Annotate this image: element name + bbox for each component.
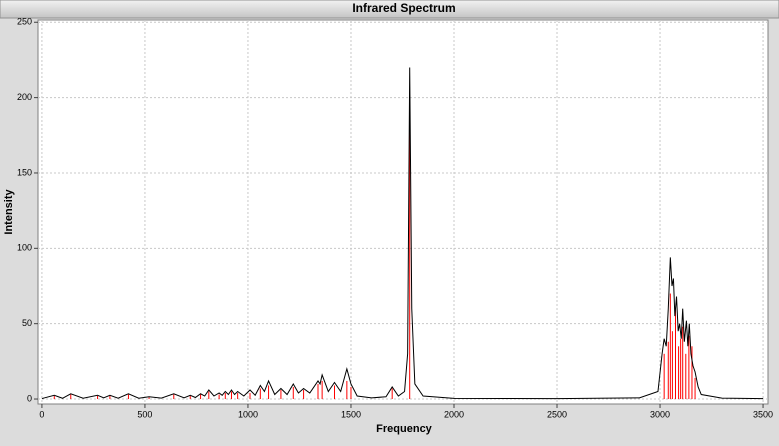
y-tick-label: 100	[17, 243, 32, 253]
x-tick-label: 0	[39, 409, 44, 419]
y-tick-label: 200	[17, 92, 32, 102]
y-tick-label: 50	[22, 318, 32, 328]
spectrum-line	[41, 67, 764, 400]
x-tick-label: 1500	[341, 409, 361, 419]
x-tick-label: 3500	[753, 409, 773, 419]
y-tick-label: 150	[17, 167, 32, 177]
plot-area	[37, 19, 769, 405]
y-tick-label: 250	[17, 17, 32, 27]
chart-title: Infrared Spectrum	[352, 1, 455, 15]
x-tick-label: 2500	[547, 409, 567, 419]
x-tick-label: 1000	[238, 409, 258, 419]
x-axis-title: Frequency	[376, 423, 433, 435]
title-bar	[0, 0, 779, 19]
x-tick-label: 500	[137, 409, 152, 419]
x-tick-label: 2000	[444, 409, 464, 419]
x-tick-label: 3000	[650, 409, 670, 419]
y-axis-title: Intensity	[3, 189, 15, 235]
y-tick-label: 0	[27, 393, 32, 403]
